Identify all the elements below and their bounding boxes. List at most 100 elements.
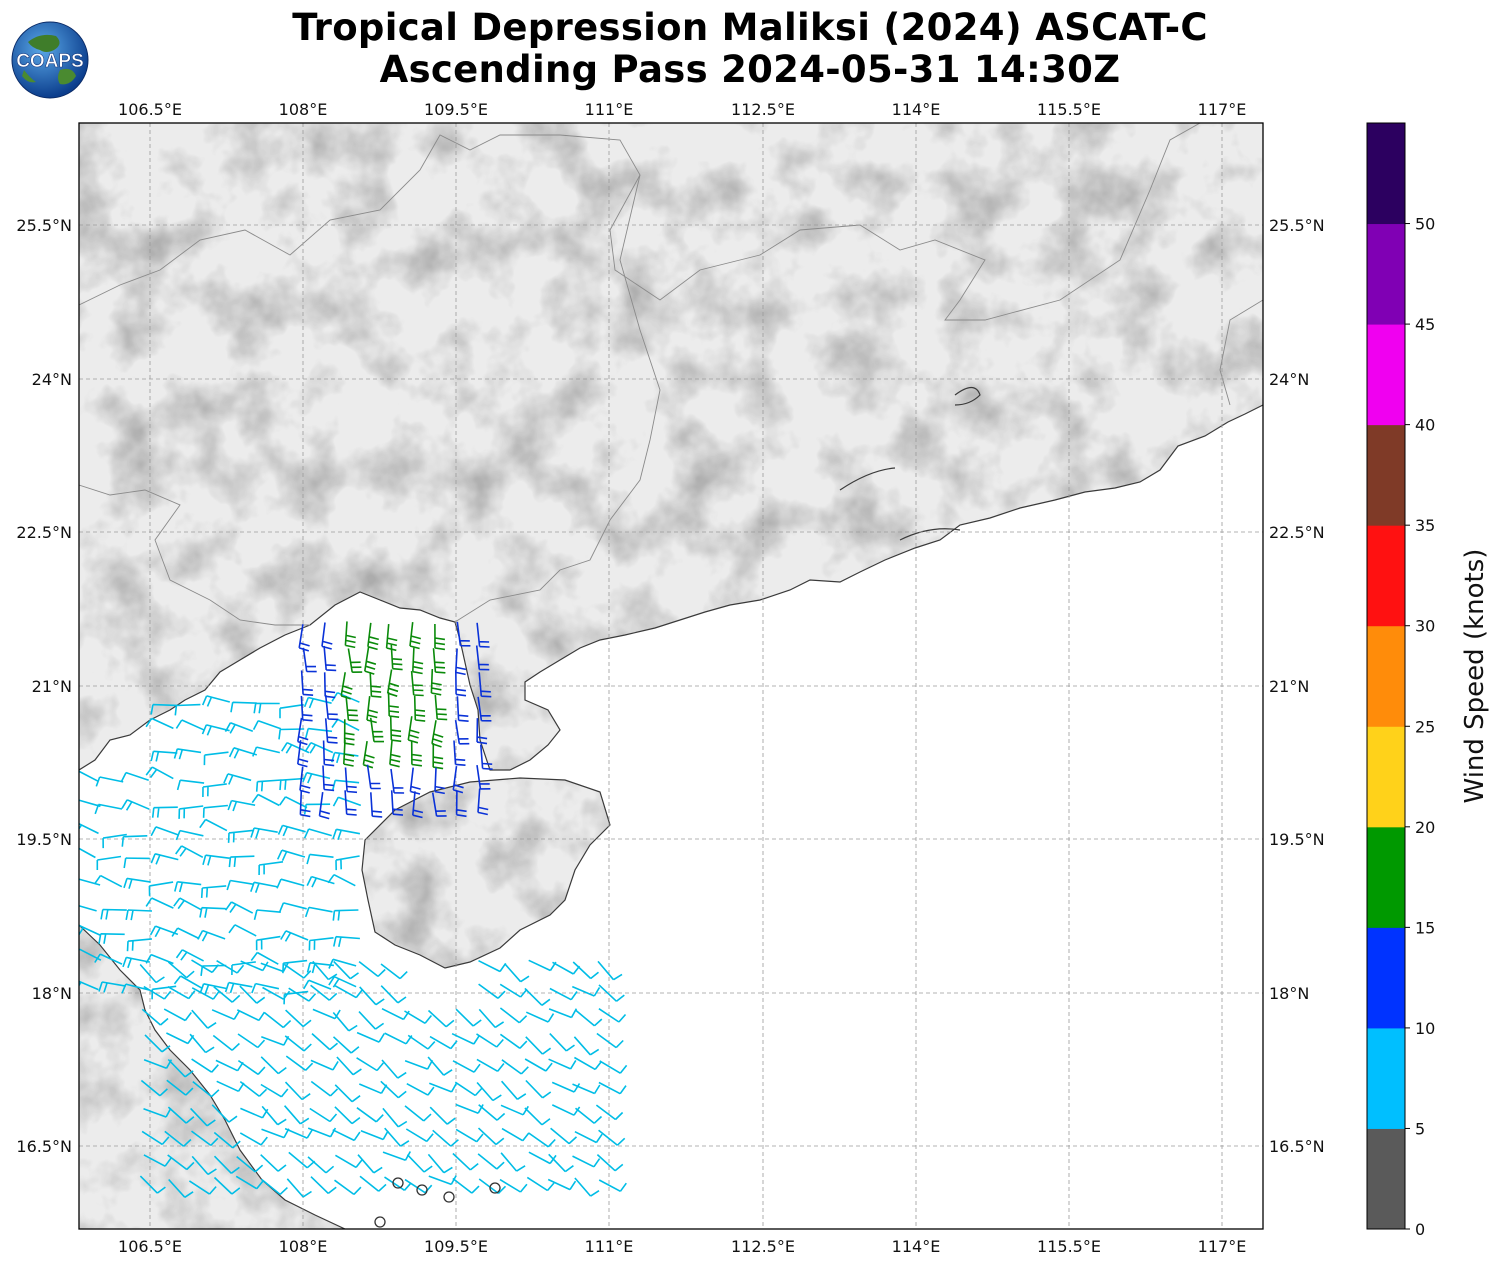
wind-barb: [284, 1081, 311, 1101]
map-area: [79, 123, 1263, 1229]
wind-barb: [358, 1011, 385, 1030]
wind-barb: [197, 929, 226, 942]
wind-barb: [262, 986, 291, 1000]
wind-barb: [476, 764, 491, 790]
colorbar-ticks: 0 5 10 15 20 25 30 35 40 45 50: [1405, 215, 1435, 1239]
wind-barb: [150, 826, 179, 837]
wind-barb: [143, 1107, 172, 1118]
coaps-logo: COAPS: [11, 21, 89, 99]
wind-barb: [499, 1033, 528, 1049]
wind-barb: [574, 1177, 600, 1197]
wind-barb: [573, 1036, 600, 1056]
lon-tick-label: 117°E: [1198, 100, 1247, 119]
wind-barb: [251, 982, 280, 994]
wind-barb: [390, 644, 403, 671]
wind-barb: [500, 1104, 529, 1116]
wind-barb: [453, 740, 466, 766]
wind-barb: [306, 875, 335, 888]
wind-barb: [175, 829, 204, 841]
lat-tick-label: 22.5°N: [16, 523, 72, 542]
wind-barb: [178, 805, 204, 819]
wind-barb: [213, 1155, 240, 1174]
wind-barb: [202, 804, 228, 818]
wind-barb: [201, 695, 231, 707]
lat-tick-label: 19.5°N: [1269, 830, 1325, 849]
wind-barb: [382, 1107, 408, 1128]
wind-barb: [412, 647, 424, 675]
colorbar-segment: [1367, 223, 1405, 325]
wind-barb: [176, 779, 205, 791]
wind-barb: [125, 909, 153, 921]
lon-tick-label: 112.5°E: [731, 100, 795, 119]
wind-barb: [211, 1104, 238, 1123]
colorbar-segment: [1367, 726, 1405, 828]
wind-barb: [224, 901, 254, 914]
calm-wind-marker: [374, 1216, 386, 1228]
lon-tick-label: 106.5°E: [118, 1237, 182, 1256]
wind-barb: [213, 1176, 241, 1195]
lon-tick-label: 117°E: [1198, 1237, 1247, 1256]
wind-barb: [429, 1082, 458, 1093]
wind-barb: [427, 1009, 455, 1028]
wind-barb: [192, 1080, 220, 1098]
wind-barb: [480, 744, 493, 770]
lon-tick-label: 109.5°E: [424, 100, 488, 119]
lat-tick-label: 19.5°N: [16, 830, 72, 849]
wind-barb: [334, 1084, 361, 1103]
wind-barb: [283, 1105, 310, 1125]
wind-barb: [148, 881, 174, 896]
lon-tick-label: 108°E: [279, 1237, 328, 1256]
wind-barb: [235, 1175, 264, 1190]
wind-barb: [429, 1106, 456, 1125]
wind-barb: [344, 621, 356, 649]
colorbar-tick-label: 35: [1415, 516, 1435, 535]
lon-ticks-top: 106.5°E 108°E 109.5°E 111°E 112.5°E 114°…: [118, 100, 1246, 119]
wind-barb: [356, 1031, 385, 1043]
wind-barb: [139, 963, 165, 984]
wind-barb: [369, 717, 384, 743]
wind-barb: [94, 953, 123, 965]
wind-barb: [227, 799, 256, 812]
wind-barb: [175, 719, 205, 731]
wind-barb: [407, 1034, 436, 1050]
wind-barb: [252, 746, 280, 757]
wind-barb: [98, 981, 126, 993]
wind-barb: [598, 1179, 627, 1193]
wind-barb: [190, 1107, 216, 1127]
wind-barb: [300, 695, 313, 722]
lon-tick-label: 114°E: [892, 1237, 941, 1256]
colorbar-segment: [1367, 424, 1405, 526]
wind-barb: [175, 949, 204, 962]
wind-barb: [79, 878, 101, 886]
coastlines: [79, 386, 1263, 1229]
wind-barb: [405, 1128, 434, 1143]
lat-tick-label: 16.5°N: [16, 1137, 72, 1156]
wind-barb: [431, 720, 444, 748]
wind-barb: [312, 960, 338, 981]
wind-barb: [548, 1008, 578, 1019]
wind-barb: [199, 818, 228, 832]
wind-barb: [548, 1058, 577, 1070]
wind-barb: [410, 671, 424, 697]
wind-barb: [79, 847, 96, 859]
lon-tick-label: 114°E: [892, 100, 941, 119]
wind-barb: [323, 645, 337, 672]
wind-barb: [547, 1178, 577, 1191]
wind-barb: [476, 1058, 505, 1072]
lat-tick-label: 24°N: [1269, 370, 1309, 389]
wind-barb: [551, 1081, 581, 1093]
wind-barb: [167, 1106, 195, 1124]
wind-barb: [260, 1178, 288, 1196]
wind-barb: [550, 1127, 578, 1145]
wind-barb: [427, 1056, 453, 1076]
wind-barb: [524, 1107, 551, 1126]
wind-barb: [358, 960, 386, 978]
wind-barb: [260, 1056, 287, 1075]
wind-barb: [390, 768, 405, 794]
wind-barb: [120, 771, 149, 782]
lat-tick-label: 21°N: [32, 677, 72, 696]
wind-barb: [261, 1105, 287, 1126]
wind-barb: [174, 881, 202, 893]
lat-tick-label: 24°N: [32, 370, 72, 389]
wind-barb: [255, 935, 281, 951]
